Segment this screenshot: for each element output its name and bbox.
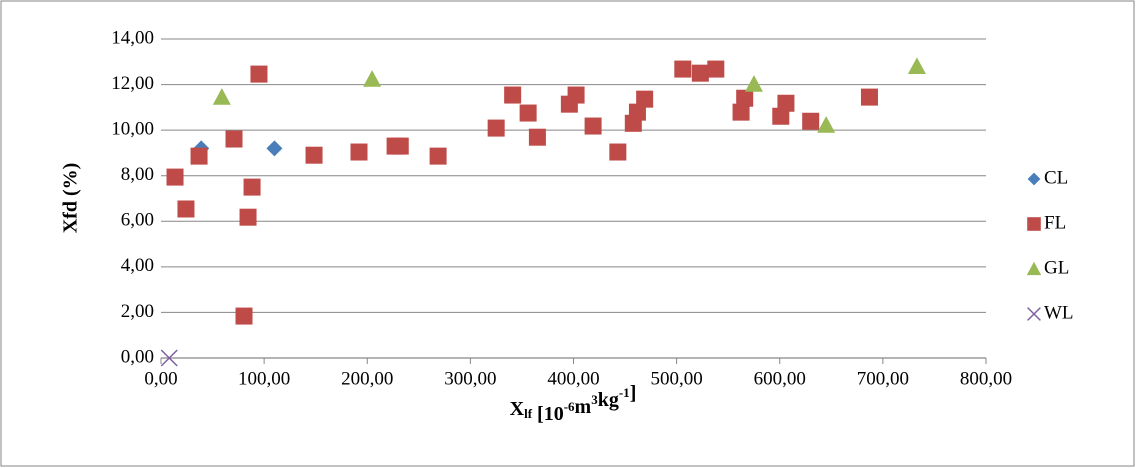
x-title-part: kg — [598, 389, 619, 411]
point — [243, 178, 261, 196]
x-tick-label: 800,00 — [960, 368, 1012, 389]
point — [266, 140, 283, 157]
point — [817, 116, 836, 133]
point — [772, 107, 790, 125]
x-title-part: ] — [630, 382, 637, 404]
x-tick-label: 500,00 — [651, 368, 703, 389]
legend-label: GL — [1044, 257, 1069, 278]
y-tick-label: 4,00 — [121, 255, 154, 276]
x-tick-label: 100,00 — [238, 368, 290, 389]
y-tick-label: 6,00 — [121, 210, 154, 231]
point — [609, 143, 627, 161]
point — [707, 60, 725, 78]
point — [177, 200, 195, 218]
y-tick-label: 8,00 — [121, 164, 154, 185]
x-title-part: -6 — [564, 399, 575, 414]
point — [504, 86, 522, 104]
point — [777, 94, 795, 112]
point — [350, 143, 368, 161]
point — [190, 147, 208, 165]
point — [628, 103, 646, 121]
point — [487, 119, 505, 137]
legend-marker — [1027, 172, 1041, 186]
point — [250, 65, 268, 83]
legend-label: WL — [1044, 302, 1074, 323]
x-axis-title: Xlf [10-6m3kg-1] — [510, 382, 637, 425]
point — [674, 60, 692, 78]
point — [519, 104, 537, 122]
x-title-part: lf — [524, 406, 533, 421]
point — [860, 88, 878, 106]
point — [567, 86, 585, 104]
point — [305, 146, 323, 164]
y-tick-label: 12,00 — [111, 73, 154, 94]
y-tick-label: 0,00 — [121, 346, 154, 367]
y-axis-title: Xfd (%) — [60, 163, 82, 234]
point — [636, 90, 654, 108]
point — [429, 147, 447, 165]
legend-marker — [1026, 261, 1042, 276]
x-tick-label: 300,00 — [444, 368, 496, 389]
point — [528, 128, 546, 146]
legend-marker — [1027, 307, 1041, 321]
x-tick-label: 200,00 — [341, 368, 393, 389]
x-tick-label: 0,00 — [144, 368, 177, 389]
point — [225, 130, 243, 148]
point — [160, 349, 178, 367]
point — [802, 112, 820, 130]
point — [363, 70, 382, 87]
x-title-part: m — [575, 396, 592, 418]
point — [235, 307, 253, 325]
point — [212, 88, 231, 105]
legend-marker — [1027, 217, 1041, 231]
point — [732, 103, 750, 121]
y-tick-label: 2,00 — [121, 301, 154, 322]
point — [584, 117, 602, 135]
x-tick-label: 600,00 — [754, 368, 806, 389]
x-title-part: 3 — [591, 392, 598, 407]
legend-label: CL — [1044, 167, 1068, 188]
x-title-part: [10 — [532, 403, 564, 425]
point — [391, 137, 409, 155]
point — [744, 75, 763, 92]
x-title-part: X — [510, 398, 525, 420]
point — [166, 168, 184, 186]
point — [691, 64, 709, 82]
y-tick-label: 10,00 — [111, 119, 154, 140]
point — [239, 208, 257, 226]
point — [736, 89, 754, 107]
point — [907, 57, 926, 74]
y-tick-label: 14,00 — [111, 27, 154, 48]
x-title-part: -1 — [619, 385, 630, 400]
x-tick-label: 700,00 — [857, 368, 909, 389]
legend-label: FL — [1044, 212, 1066, 233]
x-tick-label: 400,00 — [547, 368, 599, 389]
